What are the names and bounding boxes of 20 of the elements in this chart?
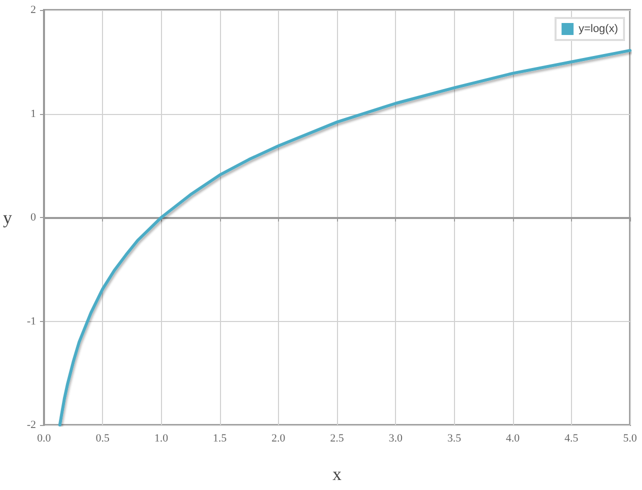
x-tick-label: 3.0 (388, 432, 403, 444)
x-tick-label: 4.5 (564, 432, 579, 444)
x-axis-title: x (332, 464, 342, 484)
x-tick-label: 2.5 (330, 432, 344, 444)
x-tick-label: 3.5 (447, 432, 462, 444)
x-tick-label: 5.0 (623, 432, 638, 444)
y-tick-label: 0 (30, 212, 36, 224)
legend-label: y=log(x) (578, 23, 618, 35)
y-axis-title: y (3, 208, 12, 228)
y-tick-label: 2 (30, 4, 36, 16)
line-series (58, 48, 632, 426)
y-tick-label: -2 (26, 419, 36, 431)
x-tick-label: 0.0 (37, 432, 52, 444)
x-tick-label: 2.0 (272, 432, 286, 444)
x-tick-label: 0.5 (96, 432, 110, 444)
y-tick-label: 1 (30, 108, 36, 120)
x-tick-label: 1.5 (212, 432, 228, 444)
x-tick-label: 4.0 (506, 432, 520, 444)
y-tick-label: -1 (26, 315, 36, 328)
x-tick-label: 1.0 (154, 432, 169, 444)
